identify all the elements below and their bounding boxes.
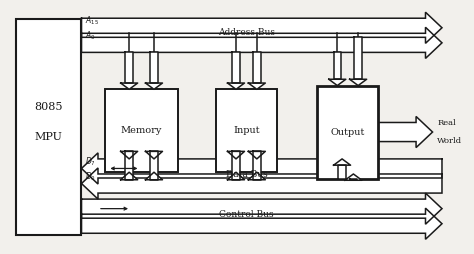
Polygon shape <box>82 193 442 224</box>
Polygon shape <box>82 12 442 43</box>
Polygon shape <box>338 165 346 179</box>
Polygon shape <box>355 37 362 79</box>
Polygon shape <box>82 27 442 58</box>
Text: Input: Input <box>233 126 260 135</box>
Polygon shape <box>126 151 133 180</box>
Text: Control Bus: Control Bus <box>219 210 274 219</box>
Polygon shape <box>121 151 137 159</box>
Bar <box>216 89 277 172</box>
Text: Memory: Memory <box>121 126 162 135</box>
Text: MPU: MPU <box>35 132 63 142</box>
Polygon shape <box>350 79 366 86</box>
Polygon shape <box>248 83 265 89</box>
Polygon shape <box>334 159 351 165</box>
Text: Address Bus: Address Bus <box>218 28 275 37</box>
Text: $D_7$: $D_7$ <box>85 155 96 168</box>
Polygon shape <box>150 151 158 180</box>
Polygon shape <box>232 52 240 83</box>
Text: Output: Output <box>330 128 365 136</box>
Text: $D_0$: $D_0$ <box>85 170 96 183</box>
Text: World: World <box>438 137 463 145</box>
Polygon shape <box>248 151 265 159</box>
Polygon shape <box>329 79 346 86</box>
Polygon shape <box>248 172 265 180</box>
Text: $A_{15}$: $A_{15}$ <box>85 14 99 26</box>
Polygon shape <box>146 172 163 180</box>
Polygon shape <box>232 151 240 180</box>
Polygon shape <box>334 52 341 79</box>
Polygon shape <box>146 83 163 89</box>
Text: Data Bus: Data Bus <box>226 170 267 179</box>
Polygon shape <box>378 116 433 148</box>
Polygon shape <box>253 52 261 83</box>
Text: Real: Real <box>438 119 456 127</box>
Polygon shape <box>126 52 133 83</box>
Polygon shape <box>228 172 245 180</box>
Polygon shape <box>350 179 357 180</box>
Bar <box>16 19 82 235</box>
Polygon shape <box>82 168 442 199</box>
Polygon shape <box>253 151 261 180</box>
Polygon shape <box>146 151 163 159</box>
Polygon shape <box>82 153 442 184</box>
Text: 8085: 8085 <box>34 102 63 112</box>
Polygon shape <box>228 83 245 89</box>
Bar <box>105 89 178 172</box>
Polygon shape <box>121 172 137 180</box>
Polygon shape <box>228 151 245 159</box>
Polygon shape <box>345 174 362 180</box>
Polygon shape <box>150 52 158 83</box>
Bar <box>317 86 378 179</box>
Polygon shape <box>82 208 442 239</box>
Text: $A_0$: $A_0$ <box>85 30 96 42</box>
Polygon shape <box>121 83 137 89</box>
